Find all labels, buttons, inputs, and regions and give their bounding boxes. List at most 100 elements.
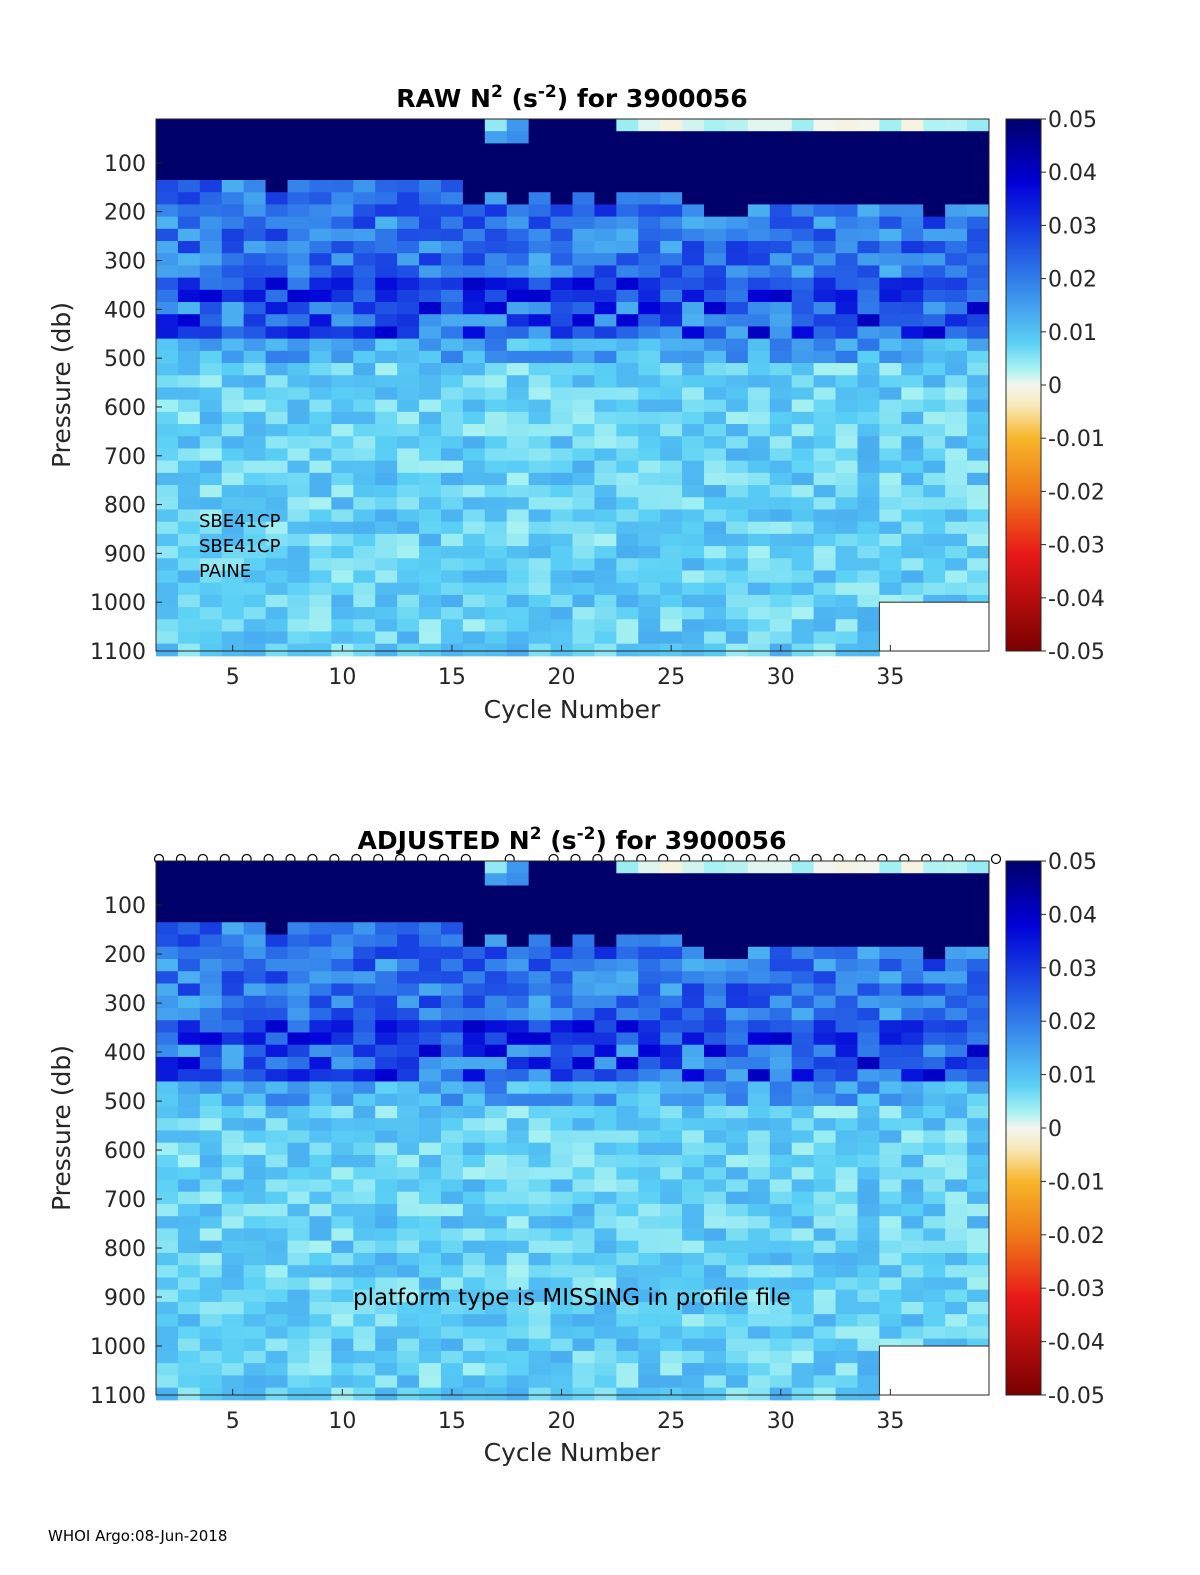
heatmap-cell bbox=[287, 1093, 310, 1107]
heatmap-cell bbox=[967, 1044, 990, 1058]
heatmap-cell bbox=[616, 533, 639, 547]
heatmap-cell bbox=[528, 1338, 552, 1352]
heatmap-cell bbox=[177, 204, 201, 218]
heatmap-cell bbox=[440, 1118, 464, 1131]
heatmap-cell bbox=[462, 873, 486, 886]
heatmap-cell bbox=[660, 946, 683, 960]
heatmap-cell bbox=[967, 509, 990, 523]
heatmap-cell bbox=[419, 885, 442, 899]
heatmap-cell bbox=[287, 1203, 310, 1217]
heatmap-cell bbox=[199, 1069, 223, 1082]
heatmap-cell bbox=[835, 204, 858, 218]
heatmap-cell bbox=[375, 582, 398, 596]
heatmap-cell bbox=[243, 1301, 267, 1315]
heatmap-cell bbox=[440, 1252, 464, 1266]
heatmap-cell bbox=[769, 971, 793, 984]
heatmap-cell bbox=[156, 228, 179, 242]
adjusted-x-axis: 5 10 15 20 25 30 35 bbox=[226, 1389, 904, 1434]
heatmap-cell bbox=[835, 1191, 858, 1205]
heatmap-cell bbox=[177, 1228, 201, 1242]
heatmap-cell bbox=[199, 192, 223, 205]
heatmap-cell bbox=[660, 1203, 683, 1217]
heatmap-cell bbox=[638, 424, 661, 437]
y-tick-label: 200 bbox=[104, 943, 146, 968]
heatmap-cell bbox=[594, 934, 617, 948]
heatmap-cell bbox=[594, 338, 617, 352]
heatmap-cell bbox=[462, 216, 486, 230]
heatmap-cell bbox=[550, 1228, 573, 1242]
heatmap-cell bbox=[747, 1301, 771, 1315]
heatmap-cell bbox=[506, 607, 530, 620]
heatmap-cell bbox=[353, 119, 376, 132]
heatmap-cell bbox=[879, 485, 902, 498]
heatmap-cell bbox=[397, 619, 420, 632]
heatmap-cell bbox=[682, 155, 705, 169]
heatmap-cell bbox=[725, 885, 749, 899]
heatmap-cell bbox=[528, 1130, 552, 1144]
heatmap-cell bbox=[419, 1069, 442, 1082]
heatmap-cell bbox=[660, 424, 683, 437]
heatmap-cell bbox=[309, 558, 332, 571]
heatmap-cell bbox=[879, 363, 902, 376]
heatmap-cell bbox=[419, 1167, 442, 1180]
heatmap-cell bbox=[265, 1203, 289, 1217]
heatmap-cell bbox=[572, 1142, 595, 1156]
heatmap-cell bbox=[287, 1154, 310, 1168]
heatmap-cell bbox=[660, 533, 683, 547]
heatmap-cell bbox=[440, 570, 464, 584]
heatmap-cell bbox=[923, 241, 946, 254]
heatmap-cell bbox=[967, 204, 990, 218]
heatmap-cell bbox=[923, 460, 946, 474]
heatmap-cell bbox=[791, 180, 815, 193]
heatmap-cell bbox=[156, 1252, 179, 1266]
heatmap-cell bbox=[879, 167, 902, 181]
heatmap-cell bbox=[265, 167, 289, 181]
heatmap-cell bbox=[221, 1130, 245, 1144]
heatmap-cell bbox=[704, 946, 727, 960]
heatmap-cell bbox=[419, 958, 442, 972]
heatmap-cell bbox=[945, 1056, 968, 1070]
heatmap-cell bbox=[506, 326, 530, 340]
heatmap-cell bbox=[747, 1265, 771, 1278]
heatmap-cell bbox=[704, 277, 727, 291]
heatmap-cell bbox=[813, 861, 837, 874]
heatmap-cell bbox=[594, 570, 617, 584]
heatmap-cell bbox=[857, 1203, 880, 1217]
heatmap-cell bbox=[594, 289, 617, 303]
heatmap-cell bbox=[967, 314, 990, 327]
heatmap-cell bbox=[440, 509, 464, 523]
heatmap-cell bbox=[725, 533, 749, 547]
heatmap-cell bbox=[397, 897, 420, 911]
heatmap-cell bbox=[243, 546, 267, 559]
heatmap-cell bbox=[484, 131, 508, 144]
heatmap-cell bbox=[747, 521, 771, 535]
heatmap-cell bbox=[484, 155, 508, 169]
heatmap-cell bbox=[879, 1265, 902, 1278]
heatmap-cell bbox=[462, 1044, 486, 1058]
heatmap-cell bbox=[462, 594, 486, 608]
heatmap-cell bbox=[462, 314, 486, 327]
heatmap-cell bbox=[528, 1326, 552, 1340]
heatmap-cell bbox=[967, 1277, 990, 1291]
heatmap-cell bbox=[462, 399, 486, 413]
heatmap-cell bbox=[484, 448, 508, 462]
heatmap-cell bbox=[594, 1277, 617, 1291]
heatmap-cell bbox=[440, 1338, 464, 1352]
heatmap-cell bbox=[945, 1044, 968, 1058]
heatmap-cell bbox=[528, 180, 552, 193]
heatmap-cell bbox=[353, 424, 376, 437]
heatmap-cell bbox=[879, 1216, 902, 1229]
heatmap-cell bbox=[506, 1020, 530, 1033]
heatmap-cell bbox=[331, 1069, 354, 1082]
heatmap-cell bbox=[397, 399, 420, 413]
heatmap-cell bbox=[462, 546, 486, 559]
heatmap-cell bbox=[156, 411, 179, 425]
heatmap-cell bbox=[945, 1093, 968, 1107]
heatmap-cell bbox=[791, 934, 815, 948]
heatmap-cell bbox=[725, 1228, 749, 1242]
heatmap-cell bbox=[265, 375, 289, 388]
heatmap-cell bbox=[484, 460, 508, 474]
heatmap-cell bbox=[835, 1069, 858, 1082]
heatmap-cell bbox=[506, 1056, 530, 1070]
heatmap-cell bbox=[835, 582, 858, 596]
